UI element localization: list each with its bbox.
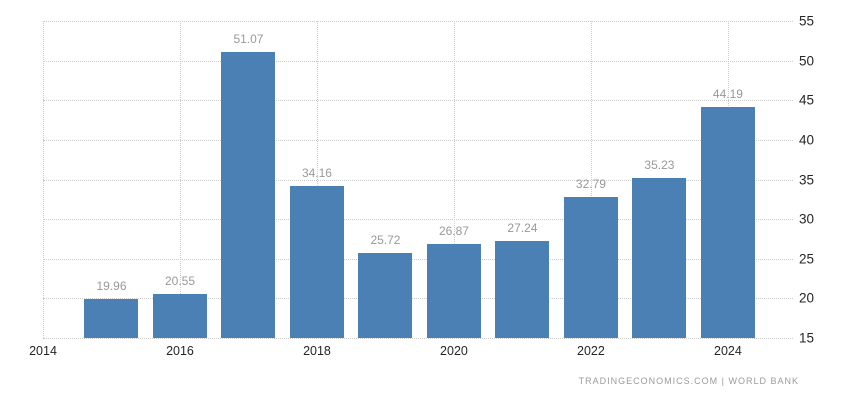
h-gridline <box>43 338 793 339</box>
h-gridline <box>43 219 793 221</box>
bar-value-label: 26.87 <box>438 223 469 238</box>
v-gridline <box>179 21 181 338</box>
h-gridline <box>43 60 793 62</box>
bar-2021[interactable] <box>495 241 550 338</box>
bar-2019[interactable] <box>358 253 413 338</box>
bar-2022[interactable] <box>563 197 618 338</box>
bar-2020[interactable] <box>426 243 481 338</box>
bar-value-label: 19.96 <box>96 278 127 293</box>
h-gridline <box>43 100 793 102</box>
y-tick-label: 20 <box>799 290 815 306</box>
y-tick-label: 50 <box>799 53 815 69</box>
bar-2023[interactable] <box>632 177 687 338</box>
bar-value-label: 27.24 <box>507 221 538 235</box>
bar-value-label: 44.19 <box>712 86 743 101</box>
h-gridline <box>43 139 793 141</box>
bar-value-label: 34.16 <box>301 166 332 181</box>
bar-2015[interactable] <box>84 298 139 338</box>
v-gridline <box>453 21 455 338</box>
x-tick-label: 2020 <box>440 344 468 358</box>
bar-value-label: 20.55 <box>164 274 195 289</box>
y-tick-label: 25 <box>799 251 815 267</box>
bar-value-label: 35.23 <box>644 157 675 172</box>
v-gridline <box>43 21 44 338</box>
bar-value-label: 25.72 <box>370 233 401 248</box>
bar-2017[interactable] <box>221 52 276 338</box>
y-tick-label: 15 <box>799 330 815 346</box>
y-tick-label: 45 <box>799 92 815 108</box>
v-gridline <box>316 21 318 338</box>
bar-2024[interactable] <box>700 106 755 338</box>
h-gridline <box>43 258 793 260</box>
plot-area: 19.96 20.55 51.07 34.16 25.72 26.87 27.24 32.79… <box>43 21 793 339</box>
x-tick-label: 2024 <box>714 344 742 358</box>
bar-2016[interactable] <box>152 294 207 338</box>
x-tick-label: 2022 <box>577 344 605 358</box>
bar-value-label: 32.79 <box>575 177 606 192</box>
watermark: TRADINGECONOMICS.COM | WORLD BANK <box>578 376 799 386</box>
x-tick-label: 2014 <box>29 344 57 358</box>
y-tick-label: 30 <box>799 211 815 227</box>
x-tick-label: 2018 <box>303 344 331 358</box>
y-tick-label: 40 <box>799 132 815 148</box>
bar-2018[interactable] <box>289 186 344 338</box>
x-tick-label: 2016 <box>166 344 194 358</box>
h-gridline <box>43 21 793 22</box>
h-gridline <box>43 298 793 300</box>
y-tick-label: 55 <box>799 13 815 29</box>
bar-value-label: 51.07 <box>233 32 264 47</box>
v-gridline <box>590 21 592 338</box>
y-tick-label: 35 <box>799 172 815 187</box>
h-gridline <box>43 179 793 181</box>
